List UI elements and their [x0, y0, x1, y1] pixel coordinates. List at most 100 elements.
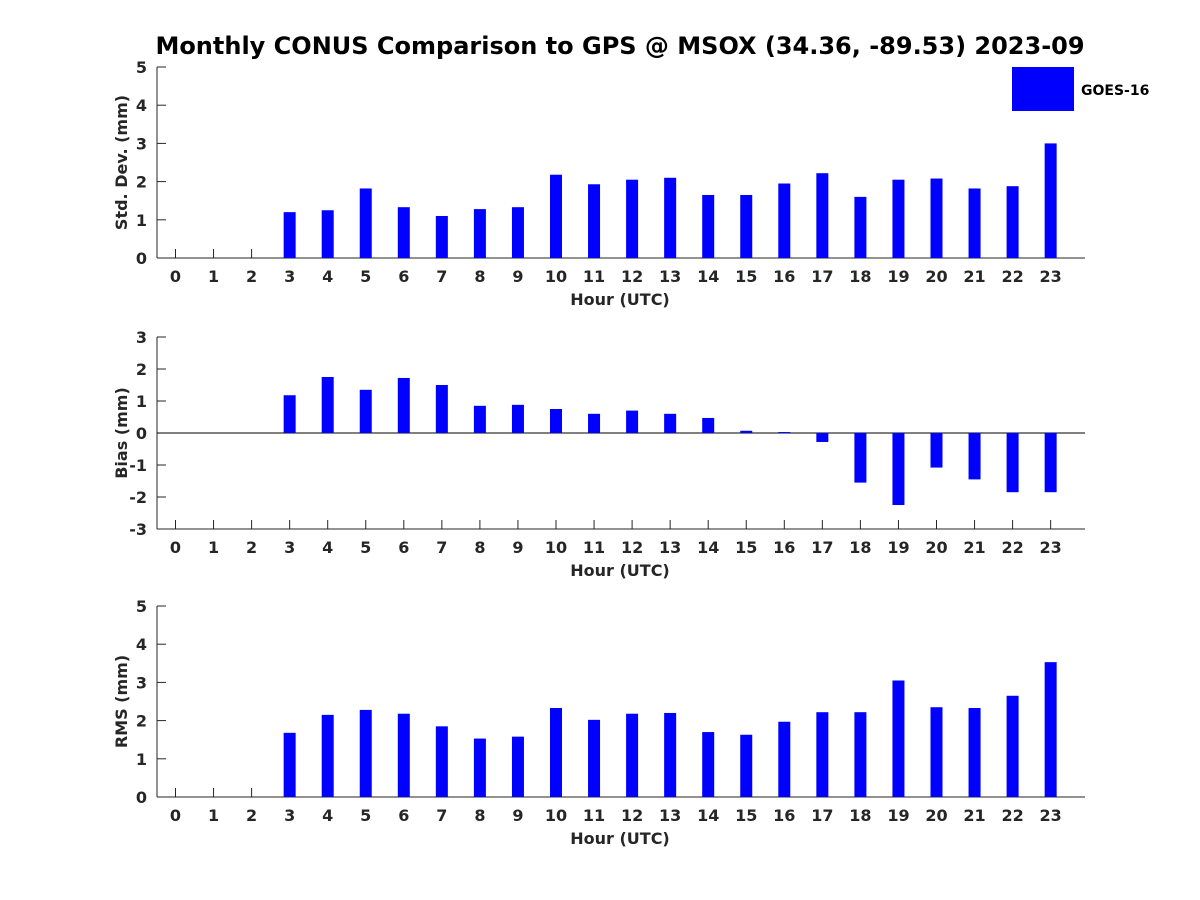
y-tick-label: -3 — [129, 520, 147, 539]
legend-swatch — [1012, 67, 1074, 111]
x-tick-label: 1 — [208, 267, 219, 286]
x-tick-label: 0 — [170, 267, 181, 286]
x-tick-label: 22 — [1001, 267, 1023, 286]
bar-hour-17 — [816, 712, 829, 797]
x-tick-label: 9 — [512, 267, 523, 286]
bar-hour-7 — [435, 385, 448, 433]
bar-hour-19 — [892, 680, 905, 797]
x-tick-label: 8 — [474, 806, 485, 825]
figure-title: Monthly CONUS Comparison to GPS @ MSOX (… — [155, 32, 1084, 60]
x-axis-label: Hour (UTC) — [570, 290, 670, 309]
legend: GOES-16 — [1012, 67, 1149, 111]
bar-hour-3 — [283, 395, 296, 433]
bar-hour-4 — [321, 377, 334, 433]
x-tick-label: 16 — [773, 267, 795, 286]
bar-hour-15 — [740, 734, 753, 797]
x-tick-label: 21 — [963, 538, 985, 557]
x-tick-label: 3 — [284, 806, 295, 825]
bar-hour-22 — [1006, 186, 1019, 258]
bar-hour-11 — [588, 184, 601, 258]
y-tick-label: 0 — [136, 788, 147, 807]
x-tick-label: 17 — [811, 806, 833, 825]
bar-hour-6 — [397, 207, 410, 258]
x-tick-label: 17 — [811, 538, 833, 557]
y-tick-label: 3 — [136, 328, 147, 347]
y-tick-label: 0 — [136, 249, 147, 268]
y-tick-label: 5 — [136, 58, 147, 77]
x-tick-label: 2 — [246, 267, 257, 286]
y-tick-label: 4 — [136, 96, 147, 115]
x-tick-label: 18 — [849, 538, 871, 557]
bar-hour-19 — [892, 433, 905, 505]
y-axis-label: Bias (mm) — [112, 387, 131, 479]
bar-hour-4 — [321, 714, 334, 797]
bar-hour-16 — [778, 432, 791, 433]
bar-hour-12 — [626, 410, 639, 433]
x-tick-label: 7 — [436, 538, 447, 557]
bar-hour-6 — [397, 377, 410, 433]
x-tick-label: 8 — [474, 538, 485, 557]
x-tick-label: 18 — [849, 267, 871, 286]
bar-hour-5 — [359, 389, 372, 433]
y-tick-label: 1 — [136, 211, 147, 230]
bar-hour-7 — [435, 726, 448, 797]
bar-hour-11 — [588, 719, 601, 797]
x-tick-label: 2 — [246, 806, 257, 825]
x-tick-label: 16 — [773, 538, 795, 557]
bar-hour-5 — [359, 709, 372, 797]
bar-hour-23 — [1044, 662, 1057, 797]
bar-hour-4 — [321, 210, 334, 258]
bar-hour-15 — [740, 430, 753, 433]
x-tick-label: 9 — [512, 538, 523, 557]
y-tick-label: 5 — [136, 597, 147, 616]
bar-hour-5 — [359, 188, 372, 258]
x-tick-label: 21 — [963, 806, 985, 825]
x-tick-label: 22 — [1001, 538, 1023, 557]
x-tick-label: 12 — [621, 806, 643, 825]
y-tick-label: 4 — [136, 635, 147, 654]
bar-hour-18 — [854, 196, 867, 258]
y-tick-label: 3 — [136, 134, 147, 153]
bar-hour-17 — [816, 433, 829, 442]
x-tick-label: 1 — [208, 538, 219, 557]
x-tick-label: 4 — [322, 806, 333, 825]
x-tick-label: 15 — [735, 538, 757, 557]
x-tick-label: 23 — [1040, 267, 1062, 286]
bar-hour-10 — [550, 409, 562, 433]
bar-hour-10 — [550, 174, 562, 258]
x-tick-label: 2 — [246, 538, 257, 557]
bar-hour-8 — [473, 738, 486, 797]
x-tick-label: 13 — [659, 538, 681, 557]
legend-label: GOES-16 — [1081, 83, 1149, 99]
x-axis-label: Hour (UTC) — [570, 561, 670, 580]
bar-hour-18 — [854, 433, 867, 483]
x-tick-label: 5 — [360, 538, 371, 557]
x-tick-label: 23 — [1040, 538, 1062, 557]
x-tick-label: 16 — [773, 806, 795, 825]
bar-hour-17 — [816, 173, 829, 258]
x-tick-label: 12 — [621, 267, 643, 286]
x-tick-label: 4 — [322, 538, 333, 557]
bar-hour-15 — [740, 194, 753, 258]
bar-hour-11 — [588, 413, 601, 433]
bar-hour-16 — [778, 183, 791, 258]
x-tick-label: 6 — [398, 267, 409, 286]
bar-hour-12 — [626, 713, 639, 797]
bar-hour-13 — [664, 712, 677, 797]
x-tick-label: 20 — [925, 538, 947, 557]
x-tick-label: 12 — [621, 538, 643, 557]
bar-hour-8 — [473, 209, 486, 258]
x-tick-label: 13 — [659, 267, 681, 286]
x-tick-label: 8 — [474, 267, 485, 286]
bar-hour-23 — [1044, 433, 1057, 493]
x-tick-label: 10 — [545, 806, 567, 825]
x-tick-label: 11 — [583, 267, 605, 286]
y-tick-label: 2 — [136, 173, 147, 192]
y-axis-label: RMS (mm) — [112, 655, 131, 748]
x-tick-label: 5 — [360, 806, 371, 825]
bar-hour-20 — [930, 433, 943, 468]
bar-hour-23 — [1044, 143, 1057, 258]
x-tick-label: 23 — [1040, 806, 1062, 825]
